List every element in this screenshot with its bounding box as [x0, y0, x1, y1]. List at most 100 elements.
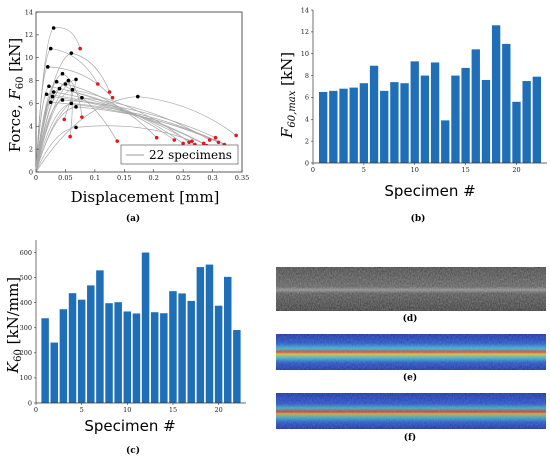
- chart-a-peak-point: [60, 98, 65, 102]
- chart-b-bars: [319, 25, 541, 164]
- chart-c-bar: [160, 313, 168, 403]
- chart-a-end-point: [207, 138, 212, 142]
- chart-c-bar: [41, 318, 49, 403]
- chart-c-bar: [178, 293, 186, 403]
- chart-c-bar: [141, 252, 150, 403]
- chart-c-bar: [96, 270, 104, 403]
- chart-b-ytick-label: 2: [305, 137, 309, 145]
- chart-a-ytick-label: 10: [25, 54, 33, 62]
- caption-f: (f): [403, 433, 417, 443]
- chart-a-end-point: [78, 46, 82, 51]
- chart-c-bar: [68, 293, 77, 403]
- chart-b-xtick-label: 20: [512, 166, 520, 174]
- caption-a: (a): [125, 214, 141, 224]
- chart-c-bar: [150, 312, 159, 403]
- chart-c-bar: [50, 342, 59, 403]
- chart-b-bar: [441, 120, 450, 163]
- chart-b-bar: [481, 79, 491, 163]
- chart-a-curve: [35, 103, 225, 173]
- chart-a-end-point: [154, 135, 159, 140]
- chart-a-peak-point: [74, 105, 78, 109]
- chart-b-ytick-label: 8: [305, 72, 309, 80]
- chart-b-peak-force: 0 5 10 15 20 0 2 4 6 8 10 12 14 Specimen # F60,max […: [278, 6, 547, 200]
- chart-b-xtick-label: 5: [362, 166, 366, 174]
- chart-c-bar: [205, 264, 214, 403]
- chart-a-legend-label: 22 specimens: [149, 148, 232, 162]
- chart-a-end-point: [172, 138, 177, 142]
- chart-b-bar: [410, 61, 419, 163]
- chart-a-xtick-label: 0: [34, 174, 38, 182]
- chart-c-xtick-label: 20: [214, 406, 222, 414]
- chart-b-bar: [329, 90, 338, 163]
- caption-e: (e): [402, 373, 418, 383]
- chart-a-curve: [35, 93, 204, 173]
- chart-b-ytick-label: 0: [305, 159, 309, 167]
- chart-b-bar: [319, 91, 328, 163]
- chart-a-ticks: 0 0.05 0.1 0.15 0.2 0.25 0.3 0.35 0 2 4 6 8 10 12 14: [25, 8, 250, 182]
- chart-c-bar: [214, 305, 223, 403]
- chart-a-peak-point: [63, 82, 68, 86]
- chart-a-end-point: [107, 90, 112, 94]
- chart-a-ytick-label: 8: [29, 77, 33, 85]
- chart-a-peak-point: [136, 94, 140, 99]
- chart-b-bar: [420, 75, 430, 163]
- chart-c-bar: [114, 302, 122, 403]
- chart-a-ytick-label: 14: [25, 8, 33, 16]
- chart-c-bar: [169, 291, 177, 403]
- caption-d: (d): [402, 314, 418, 324]
- chart-c-bar: [196, 267, 205, 403]
- chart-a-peak-point: [74, 77, 78, 82]
- chart-b-ytick-label: 10: [301, 50, 309, 58]
- chart-a-frame: [35, 11, 243, 173]
- chart-a-peak-point: [57, 86, 62, 91]
- chart-a-end-point: [68, 134, 72, 139]
- chart-c-bar: [123, 311, 132, 403]
- chart-b-ytick-label: 14: [301, 6, 309, 14]
- chart-a-peak-point: [70, 87, 75, 92]
- chart-a-axes: [35, 11, 243, 173]
- chart-b-bar: [451, 75, 460, 163]
- chart-c-ytick-label: 100: [20, 374, 32, 382]
- panel-b: 0 5 10 15 20 0 2 4 6 8 10 12 14 Specimen # F60,max […: [275, 0, 550, 228]
- chart-b-bar: [461, 67, 470, 163]
- chart-a-xtick-label: 0.15: [117, 174, 131, 182]
- chart-b-bar: [349, 87, 358, 163]
- chart-b-bar: [380, 90, 389, 163]
- image-d-grayscale: [276, 267, 546, 311]
- chart-c-ytick-label: 400: [20, 299, 32, 307]
- chart-b-bar: [502, 43, 511, 163]
- chart-a-ytick-label: 12: [25, 31, 33, 39]
- chart-c-ytick-label: 200: [20, 349, 32, 357]
- chart-a-end-point: [213, 135, 218, 140]
- chart-a-xtick-label: 0.25: [176, 174, 190, 182]
- chart-a-curve: [35, 106, 234, 173]
- chart-a-ylabel: Force, F60 [kN]: [6, 38, 26, 152]
- chart-a-xlabel: Displacement [mm]: [71, 188, 220, 206]
- chart-a-end-point: [187, 140, 191, 145]
- chart-a-peak-point: [69, 51, 74, 55]
- chart-b-ytick-label: 12: [301, 28, 309, 36]
- chart-a-ytick-label: 4: [29, 123, 33, 131]
- chart-c-bar: [77, 299, 86, 403]
- chart-b-ytick-label: 4: [305, 116, 309, 124]
- chart-a-xtick-label: 0.05: [58, 174, 72, 182]
- chart-b-bar: [522, 81, 531, 163]
- chart-a-peak-point: [54, 79, 59, 84]
- chart-c-ytick-label: 600: [20, 249, 32, 257]
- chart-b-bar: [390, 82, 399, 163]
- image-f-colormap: [276, 393, 546, 429]
- chart-c-xtick-label: 5: [80, 406, 84, 414]
- chart-b-bar: [369, 65, 379, 163]
- chart-a-xtick-label: 0.1: [90, 174, 100, 182]
- chart-b-bar: [471, 49, 480, 163]
- chart-a-end-point: [62, 117, 67, 122]
- chart-b-bar: [339, 88, 348, 163]
- chart-c-xtick-label: 15: [169, 406, 177, 414]
- chart-a-peak-point: [51, 26, 56, 30]
- panel-c: 0 5 10 15 20 0 100 200 300 400 500 600 Specimen # K…: [0, 228, 275, 461]
- chart-a-legend: 22 specimens: [120, 144, 239, 165]
- chart-b-bar: [359, 83, 369, 163]
- chart-a-end-point: [96, 82, 100, 86]
